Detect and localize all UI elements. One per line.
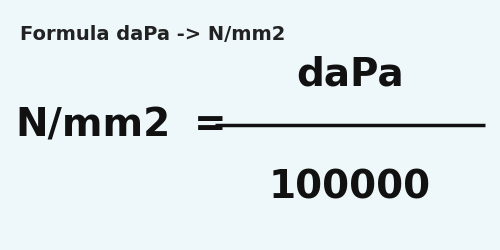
Text: 100000: 100000	[269, 168, 431, 206]
Text: N/mm2: N/mm2	[15, 106, 170, 144]
Text: Formula daPa -> N/mm2: Formula daPa -> N/mm2	[20, 25, 285, 44]
Text: =: =	[194, 106, 226, 144]
Text: daPa: daPa	[296, 56, 404, 94]
